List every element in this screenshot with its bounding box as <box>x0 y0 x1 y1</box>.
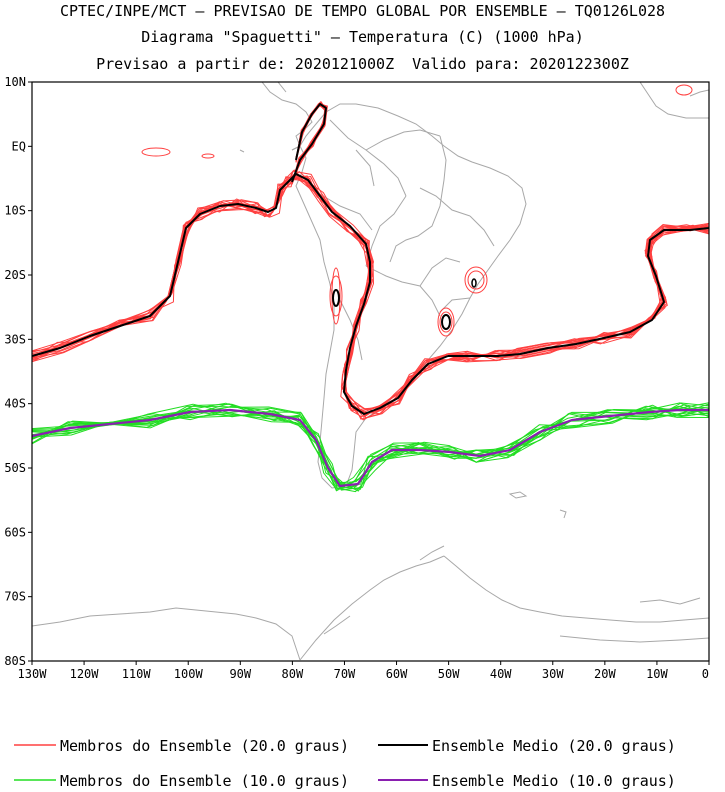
member-contour-20 <box>32 178 709 418</box>
lat-label: 10N <box>4 75 26 89</box>
member-closed-contour-20 <box>331 267 341 325</box>
member-contour-20 <box>32 175 709 420</box>
lat-label: 70S <box>4 590 26 604</box>
ensemble-mean-20 <box>32 173 709 415</box>
member-closed-contour-20 <box>329 275 343 317</box>
member-closed-contour-20 <box>467 270 485 290</box>
member-contour-20 <box>32 174 709 415</box>
legend-label-mean-20: Ensemble Medio (20.0 graus) <box>432 737 676 755</box>
member-contour-10 <box>32 403 709 488</box>
lat-label: 80S <box>4 654 26 668</box>
member-closed-contour-20 <box>141 147 171 157</box>
ensemble-mean-20 <box>291 103 327 183</box>
chart-subtitle: Diagrama "Spaguetti" — Temperatura (C) (… <box>141 28 584 46</box>
lon-label: 0 <box>702 667 709 681</box>
member-contour-20 <box>32 177 709 412</box>
member-closed-contour-20 <box>675 84 693 96</box>
lon-label: 80W <box>282 667 304 681</box>
lat-label: 20S <box>4 268 26 282</box>
lat-label: 10S <box>4 204 26 218</box>
member-contour-20 <box>32 170 709 411</box>
member-contour-10 <box>32 409 709 486</box>
lon-label: 90W <box>229 667 251 681</box>
member-contour-20 <box>32 179 709 414</box>
lon-label: 30W <box>542 667 564 681</box>
member-closed-contour-20 <box>201 153 215 159</box>
ensemble-mean-closed-20 <box>332 289 340 307</box>
member-contour-10 <box>32 405 709 487</box>
member-contour-20 <box>32 171 709 419</box>
member-contour-20 <box>32 170 709 421</box>
chart-title: CPTEC/INPE/MCT — PREVISAO DE TEMPO GLOBA… <box>59 2 666 20</box>
lon-label: 100W <box>174 667 204 681</box>
member-closed-contour-20 <box>464 266 488 294</box>
member-contour-10 <box>32 403 709 492</box>
lon-label: 10W <box>646 667 668 681</box>
member-contour-20 <box>32 176 709 416</box>
lat-label: 30S <box>4 332 26 346</box>
coastline-layer <box>32 82 709 661</box>
lon-label: 130W <box>18 667 48 681</box>
lon-label: 40W <box>490 667 512 681</box>
member-closed-contour-20 <box>439 311 453 333</box>
member-contour-20 <box>32 173 709 417</box>
lon-label: 20W <box>594 667 616 681</box>
legend-label-members-10: Membros do Ensemble (10.0 graus) <box>60 772 349 790</box>
legend-label-members-20: Membros do Ensemble (20.0 graus) <box>60 737 349 755</box>
ensemble-mean-closed-20 <box>471 278 477 288</box>
legend: Membros do Ensemble (20.0 graus) Ensembl… <box>14 737 676 790</box>
lon-label: 120W <box>70 667 100 681</box>
lon-label: 110W <box>122 667 152 681</box>
lat-label: 60S <box>4 525 26 539</box>
lon-label: 60W <box>386 667 408 681</box>
lat-label: 40S <box>4 397 26 411</box>
lat-label: 50S <box>4 461 26 475</box>
ensemble-mean-10 <box>32 408 709 488</box>
ensemble-mean-closed-20 <box>441 314 451 330</box>
member-contour-20 <box>32 173 709 415</box>
lon-label: 50W <box>438 667 460 681</box>
lon-label: 70W <box>334 667 356 681</box>
lat-label: EQ <box>12 139 26 153</box>
member-closed-contour-20 <box>437 307 455 337</box>
legend-label-mean-10: Ensemble Medio (10.0 graus) <box>432 772 676 790</box>
map-frame <box>31 81 710 662</box>
contour-layer <box>32 84 709 493</box>
member-contour-20 <box>32 175 709 412</box>
forecast-dates: Previsao a partir de: 2020121000Z Valido… <box>96 55 629 73</box>
